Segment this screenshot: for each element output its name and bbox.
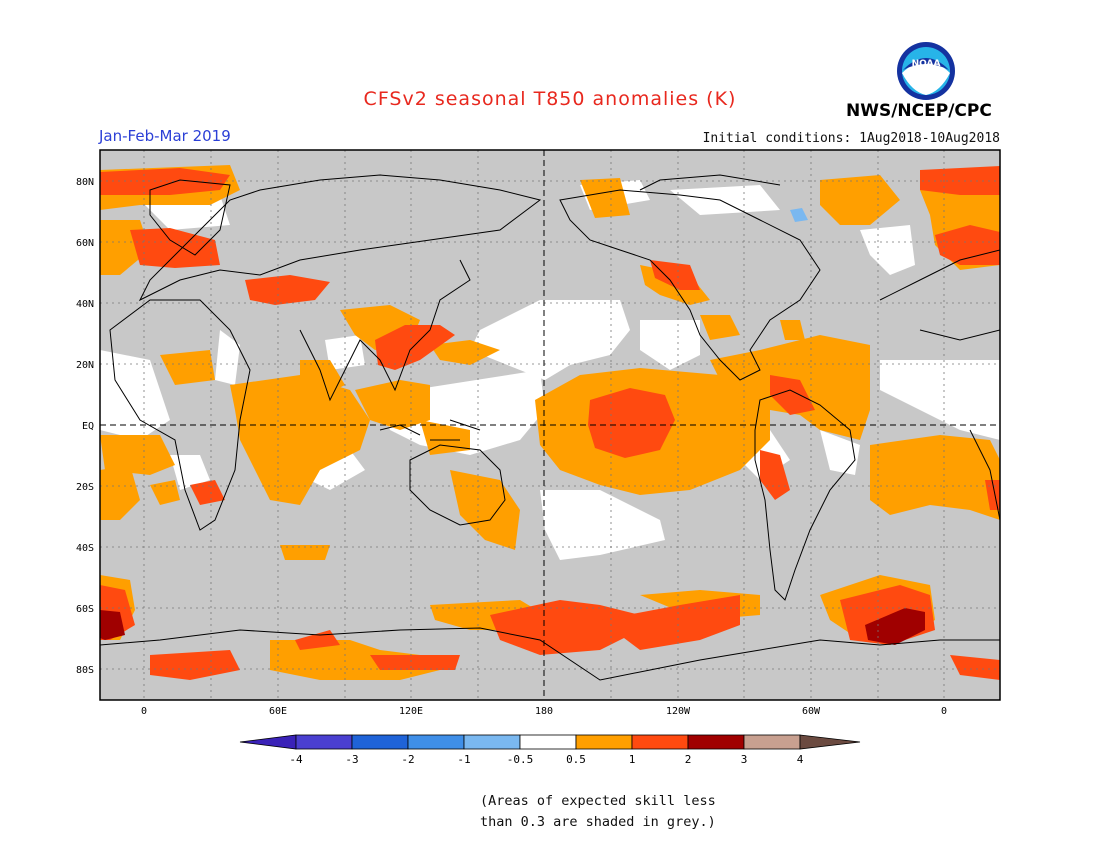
lon-labels: 0 60E 120E 180 120W 60W 0 xyxy=(141,706,947,717)
colorbar-box xyxy=(407,734,465,750)
agency-label: NWS/NCEP/CPC xyxy=(846,101,992,121)
lat-label: 60N xyxy=(76,238,94,249)
colorbar-label: 1 xyxy=(629,753,636,766)
skill-note-line-2: than 0.3 are shaded in grey.) xyxy=(480,814,716,830)
lon-label: 120E xyxy=(399,706,423,717)
anomaly-negative-patch xyxy=(790,208,808,222)
lon-label: 180 xyxy=(535,706,553,717)
map-field xyxy=(100,150,1000,700)
lon-label: 0 xyxy=(141,706,147,717)
lon-label: 0 xyxy=(941,706,947,717)
anomaly-2-3-regions xyxy=(100,608,925,645)
lon-label: 120W xyxy=(666,706,691,717)
colorbar-label: -1 xyxy=(457,753,470,766)
chart-title: CFSv2 seasonal T850 anomalies (K) xyxy=(363,88,737,110)
anomaly-1-2-regions xyxy=(100,166,1000,680)
colorbar-high-arrow xyxy=(799,734,861,750)
initial-conditions-label: Initial conditions: 1Aug2018-10Aug2018 xyxy=(702,131,1000,146)
colorbar-label: -2 xyxy=(401,753,414,766)
colorbar-box xyxy=(631,734,689,750)
colorbar-box xyxy=(687,734,745,750)
lat-label: EQ xyxy=(82,421,94,432)
colorbar-label: -0.5 xyxy=(507,753,534,766)
equator-dateline xyxy=(100,150,1000,700)
lat-label: 40S xyxy=(76,543,94,554)
lon-label: 60E xyxy=(269,706,287,717)
colorbar-label: -4 xyxy=(289,753,303,766)
colorbar-box xyxy=(519,734,577,750)
lat-label: 20N xyxy=(76,360,94,371)
colorbar-low-arrow xyxy=(239,734,297,750)
lat-label: 80N xyxy=(76,177,94,188)
colorbar-box xyxy=(575,734,633,750)
colorbar-box xyxy=(351,734,409,750)
lat-label: 80S xyxy=(76,665,94,676)
logo-text: NOAA xyxy=(912,59,941,69)
lat-lon-grid xyxy=(100,150,1000,700)
lat-labels: 80N 60N 40N 20N EQ 20S 40S 60S 80S xyxy=(76,177,94,676)
colorbar-box xyxy=(463,734,521,750)
noaa-logo-icon: NOAA xyxy=(897,42,955,100)
colorbar-label: 0.5 xyxy=(566,753,586,766)
lat-label: 60S xyxy=(76,604,94,615)
lon-label: 60W xyxy=(802,706,821,717)
colorbar-label: 3 xyxy=(741,753,748,766)
colorbar-label: 2 xyxy=(685,753,692,766)
skill-note: (Areas of expected skill less than 0.3 a… xyxy=(480,791,716,833)
coastlines xyxy=(100,174,1000,681)
colorbar-labels: -4 -3 -2 -1 -0.5 0.5 1 2 3 4 xyxy=(289,753,803,766)
colorbar-label: -3 xyxy=(345,753,358,766)
lat-label: 20S xyxy=(76,482,94,493)
skill-note-line-1: (Areas of expected skill less xyxy=(480,793,716,809)
colorbar xyxy=(239,734,861,750)
lat-label: 40N xyxy=(76,299,94,310)
colorbar-box xyxy=(743,734,801,750)
colorbar-box xyxy=(295,734,353,750)
colorbar-label: 4 xyxy=(797,753,804,766)
map-frame xyxy=(99,149,1001,701)
season-label: Jan-Feb-Mar 2019 xyxy=(99,127,231,145)
